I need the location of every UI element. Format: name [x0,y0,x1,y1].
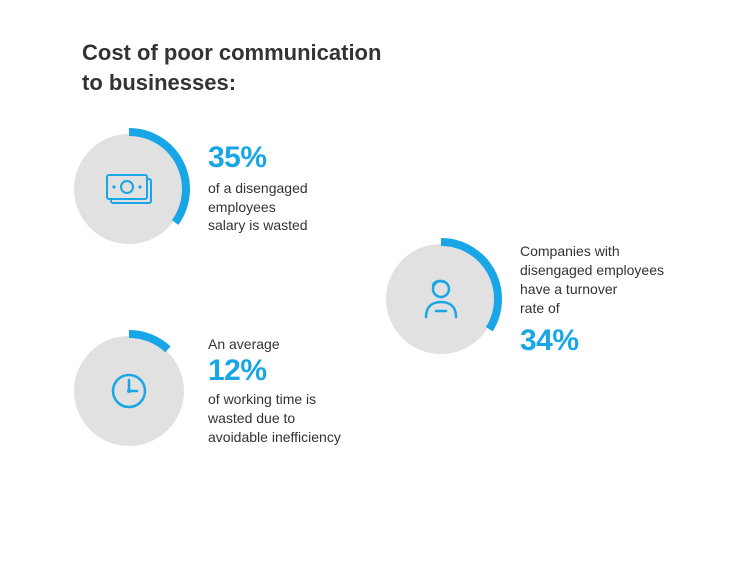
clock-icon [107,369,151,413]
stat-text-turnover: Companies withdisengaged employeeshave a… [520,242,664,356]
stat-salary: 35% of a disengagedemployeessalary is was… [68,128,308,250]
money-icon [103,169,155,209]
stat-percent: 34% [520,326,664,356]
stat-text-time: An average 12% of working time iswasted du… [208,335,341,447]
stat-text-salary: 35% of a disengagedemployeessalary is was… [208,143,308,236]
dial-time [68,330,190,452]
stat-lead: An average [208,335,341,354]
stat-desc: of a disengagedemployeessalary is wasted [208,179,308,236]
dial-salary [68,128,190,250]
dial-turnover [380,238,502,360]
person-icon [418,275,464,323]
stat-lead: Companies withdisengaged employeeshave a… [520,242,664,318]
page-title: Cost of poor communicationto businesses: [82,38,381,97]
stat-percent: 35% [208,143,308,173]
stat-time: An average 12% of working time iswasted du… [68,330,341,452]
stat-percent: 12% [208,356,341,386]
stat-desc: of working time iswasted due toavoidable… [208,390,341,447]
stat-turnover: Companies withdisengaged employeeshave a… [380,238,664,360]
